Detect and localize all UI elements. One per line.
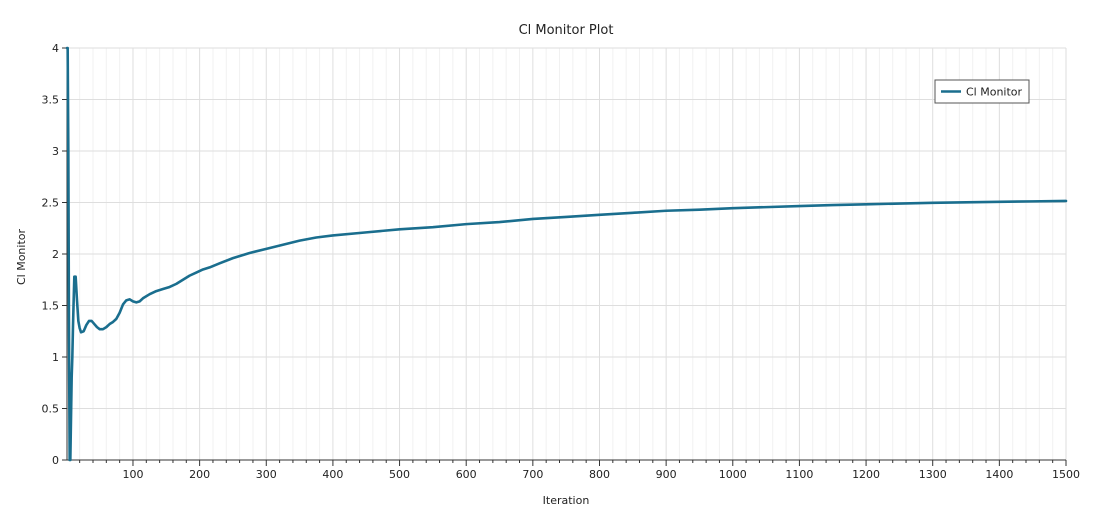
chart-title: Cl Monitor Plot xyxy=(519,23,614,38)
x-tick-label: 1100 xyxy=(785,468,813,481)
y-tick-label: 4 xyxy=(52,42,59,55)
x-tick-label: 300 xyxy=(256,468,277,481)
y-tick-label: 1.5 xyxy=(42,300,60,313)
x-tick-label: 400 xyxy=(322,468,343,481)
x-tick-label: 600 xyxy=(456,468,477,481)
legend-box xyxy=(934,79,1030,104)
grid-layer xyxy=(67,47,1067,461)
x-tick-label: 500 xyxy=(389,468,410,481)
x-tick-label: 1200 xyxy=(852,468,880,481)
series-layer xyxy=(65,46,1068,462)
x-axis-label: Iteration xyxy=(543,494,590,507)
y-tick-label: 2.5 xyxy=(42,197,60,210)
y-tick-label: 3.5 xyxy=(42,94,60,107)
y-tick-label: 3 xyxy=(52,145,59,158)
x-tick-label: 800 xyxy=(589,468,610,481)
y-tick-label: 0.5 xyxy=(42,403,60,416)
y-axis-label: Cl Monitor xyxy=(15,229,28,286)
x-tick-label: 100 xyxy=(122,468,143,481)
x-tick-label: 200 xyxy=(189,468,210,481)
ticks-layer: 100 200 300 400 500 600 700 800 900 1000 1100 1200 1… xyxy=(42,42,1081,481)
y-tick-label: 2 xyxy=(52,248,59,261)
x-tick-label: 1500 xyxy=(1052,468,1080,481)
legend-label: Cl Monitor xyxy=(966,86,1023,99)
x-tick-label: 1000 xyxy=(719,468,747,481)
series-line-cl-monitor xyxy=(65,46,1068,462)
x-tick-label: 900 xyxy=(656,468,677,481)
x-tick-label: 1400 xyxy=(985,468,1013,481)
y-tick-label: 0 xyxy=(52,454,59,467)
legend: Cl Monitor xyxy=(934,79,1030,104)
x-tick-label: 1300 xyxy=(919,468,947,481)
x-tick-label: 700 xyxy=(522,468,543,481)
y-tick-label: 1 xyxy=(52,351,59,364)
